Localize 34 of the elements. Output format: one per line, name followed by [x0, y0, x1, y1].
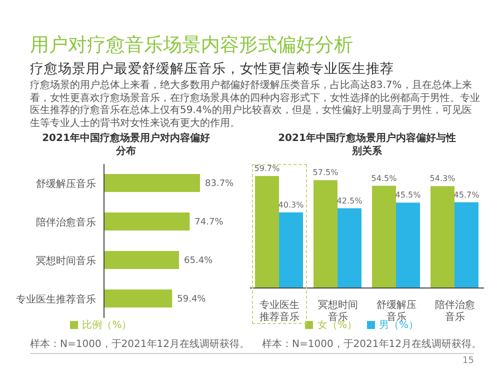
- text: 15: [462, 356, 474, 366]
- bar: [372, 186, 396, 288]
- bar: [430, 186, 454, 288]
- data-label: 54.5%: [371, 174, 398, 183]
- bar: [104, 174, 200, 192]
- text: 疗愈场景用户最爱舒缓解压音乐，女性更信赖专业医生推荐: [30, 60, 394, 78]
- text: 样本：N=1000，于2021年12月在线调研获得。: [30, 338, 250, 351]
- data-label: 57.5%: [312, 168, 339, 178]
- y-tick-label: 冥想时间音乐: [36, 254, 96, 267]
- data-label: 65.4%: [184, 256, 214, 266]
- text: 用户对疗愈音乐场景内容形式偏好分析: [30, 33, 353, 58]
- data-label: 54.3%: [430, 174, 456, 184]
- x-tick-label: 陪伴治愈音乐: [434, 299, 475, 323]
- bar: [396, 202, 420, 288]
- y-tick-label: 舒缓解压音乐: [36, 178, 96, 190]
- bar: [338, 208, 362, 288]
- bar: [314, 180, 338, 288]
- legend-label: 比例（%）: [82, 320, 132, 331]
- x-tick-label: 专业医生推荐音乐: [259, 299, 300, 323]
- data-label: 83.7%: [205, 179, 234, 190]
- data-label: 59.7%: [254, 164, 280, 173]
- bar: [454, 202, 478, 288]
- y-tick-label: 陪伴治愈音乐: [36, 216, 96, 228]
- text: 样本：N=1000，于2021年12月在线调研获得。: [262, 338, 482, 351]
- data-label: 74.7%: [194, 218, 224, 228]
- bar: [104, 212, 190, 230]
- bar: [279, 212, 303, 288]
- bar: [255, 176, 279, 288]
- chart-title: 2021年中国疗愈场景用户对内容偏好分布: [41, 132, 211, 159]
- bar: [104, 251, 180, 269]
- chart-title: 2021年中国疗愈场景用户内容偏好与性别关系: [277, 132, 457, 159]
- data-label: 59.4%: [177, 294, 206, 305]
- text: 疗愈场景的用户总体上来看，绝大多数用户都偏好舒缓解压类音乐，占比高达83.7%，且在总体上来看，女性更喜欢疗愈场景音乐，在疗愈场景具体的四种内容形式下，女性选择的比例都高于男性。专业医生推荐的疗愈音乐在总体上仅有59.4%的用户比较喜欢，但是，女性偏好上明显高于男性，可见医生等专业人士的背书对女性来说有更大的作用。: [30, 80, 480, 130]
- bar: [104, 290, 172, 308]
